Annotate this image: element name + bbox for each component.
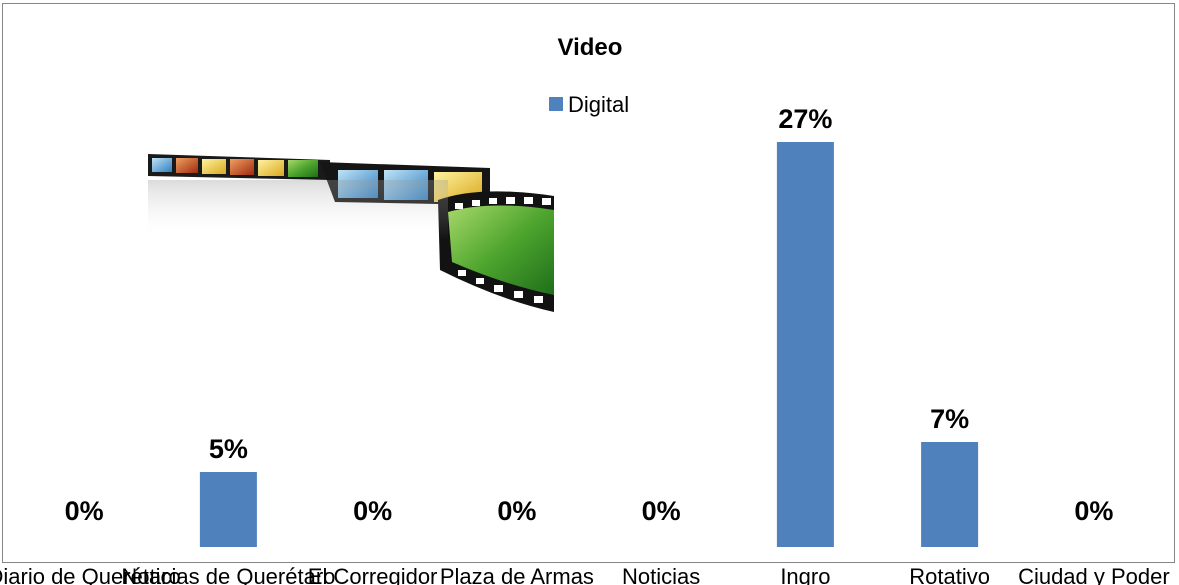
film-strip-image	[148, 148, 554, 313]
data-label-4: 0%	[642, 496, 681, 526]
x-tick-label-7: Ciudad y Poder	[1018, 564, 1170, 585]
x-tick-label-6: Rotativo	[909, 564, 990, 585]
data-labels: 0% 5% 0% 0% 0% 27% 7% 0%	[65, 104, 1114, 526]
x-tick-label-0: Diario de Querétaro	[0, 564, 181, 585]
legend-swatch	[549, 97, 563, 111]
chart-title: Video	[558, 34, 623, 61]
bar-1	[199, 472, 257, 547]
data-label-3: 0%	[497, 496, 536, 526]
bar-6	[921, 442, 979, 547]
data-label-5: 27%	[778, 104, 832, 134]
x-tick-label-4: Noticias	[622, 564, 700, 585]
x-tick-label-3: Plaza de Armas	[440, 564, 594, 585]
bar-5	[776, 142, 834, 547]
data-label-1: 5%	[209, 434, 248, 464]
data-label-7: 0%	[1074, 496, 1113, 526]
x-tick-label-5: Ingro	[780, 564, 830, 585]
x-tick-label-1: Noticias de Querétaro	[121, 564, 335, 585]
legend: Digital	[549, 92, 629, 117]
legend-label: Digital	[568, 92, 629, 117]
data-label-6: 7%	[930, 404, 969, 434]
bars	[199, 142, 979, 547]
data-label-2: 0%	[353, 496, 392, 526]
x-tick-label-2: El Corregidor	[308, 564, 438, 585]
data-label-0: 0%	[65, 496, 104, 526]
